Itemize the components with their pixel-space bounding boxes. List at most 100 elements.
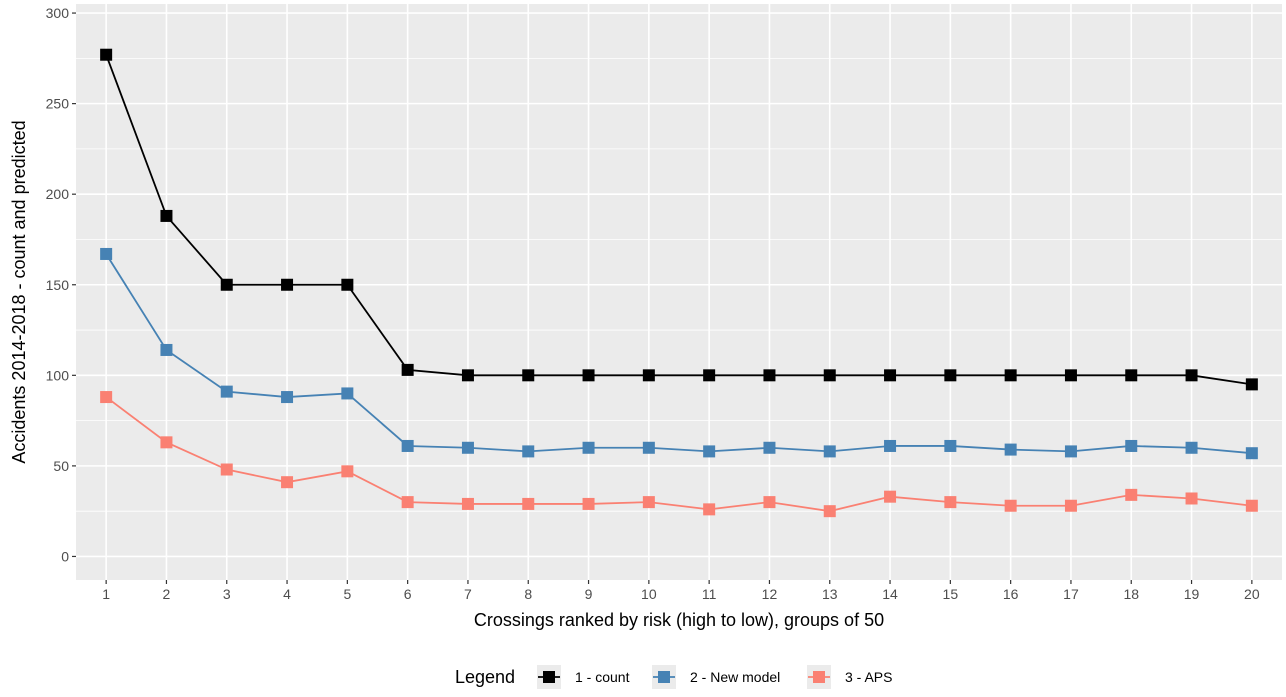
data-point-marker [763,496,776,509]
data-point-marker [281,278,294,291]
x-tick-label: 17 [1063,586,1079,602]
x-tick-label: 19 [1184,586,1200,602]
data-point-marker [642,441,655,454]
legend-key-marker [813,671,825,683]
legend-label: 3 - APS [845,669,892,685]
data-point-marker [944,369,957,382]
data-point-marker [823,369,836,382]
series-line [105,396,1252,513]
data-point-marker [763,369,776,382]
series-line [105,54,1252,386]
grid-minor [76,57,1282,512]
data-point-marker [1125,369,1138,382]
data-point-marker [944,439,957,452]
x-tick-label: 7 [464,586,472,602]
data-point-marker [642,369,655,382]
data-point-marker [1185,492,1198,505]
data-point-marker [884,369,897,382]
data-point-marker [100,391,113,404]
data-point-marker [1004,443,1017,456]
data-point-marker [160,209,173,222]
x-tick-label: 10 [641,586,657,602]
data-point-marker [703,445,716,458]
data-point-marker [401,439,414,452]
x-tick-label: 2 [163,586,171,602]
x-tick-label: 8 [524,586,532,602]
y-tick-label: 0 [61,548,69,564]
data-point-marker [160,436,173,449]
x-tick-label: 9 [585,586,593,602]
data-point-marker [1245,447,1258,460]
data-point-marker [401,496,414,509]
x-tick-label: 20 [1244,586,1260,602]
data-point-marker [763,441,776,454]
x-tick-label: 14 [882,586,898,602]
data-point-marker [220,463,233,476]
legend-key-marker [658,671,670,683]
y-tick-label: 300 [46,5,70,21]
data-point-marker [703,503,716,516]
data-point-marker [461,369,474,382]
data-point-marker [522,497,535,510]
data-point-marker [823,445,836,458]
plot-panel [76,4,1282,580]
legend-items: 1 - count 2 - New model 3 - APS [537,665,892,689]
x-axis-title: Crossings ranked by risk (high to low), … [474,610,884,630]
x-tick-label: 15 [943,586,959,602]
data-point-marker [220,385,233,398]
data-point-marker [1064,499,1077,512]
legend-label: 2 - New model [690,669,780,685]
data-point-marker [281,476,294,489]
data-point-marker [582,497,595,510]
legend: Legend 1 - count 2 - New model 3 - APS [455,665,892,689]
data-point-marker [1245,499,1258,512]
x-tick-label: 11 [702,586,717,602]
y-axis: 0 50 100 150 200 250 300 [46,5,76,564]
y-tick-label: 200 [46,186,70,202]
data-point-marker [341,387,354,400]
data-point-marker [642,496,655,509]
data-point-marker [582,369,595,382]
y-tick-label: 50 [53,458,69,474]
data-point-marker [401,363,414,376]
data-point-marker [1064,369,1077,382]
grid-major [76,4,1282,580]
data-point-marker [341,465,354,478]
y-tick-label: 100 [46,367,70,383]
data-point-marker [1004,369,1017,382]
legend-key-marker [543,671,555,683]
data-point-marker [703,369,716,382]
data-point-marker [461,441,474,454]
legend-label: 1 - count [575,669,630,685]
data-point-marker [1004,499,1017,512]
data-point-marker [884,490,897,503]
x-tick-label: 4 [283,586,291,602]
legend-title: Legend [455,667,515,687]
data-point-marker [100,48,113,61]
data-point-marker [341,278,354,291]
data-point-marker [1125,488,1138,501]
data-point-marker [220,278,233,291]
x-tick-label: 5 [343,586,351,602]
y-tick-label: 250 [46,96,70,112]
series-line [105,253,1252,455]
data-point-marker [1064,445,1077,458]
y-tick-label: 150 [46,277,70,293]
x-tick-label: 1 [102,586,110,602]
data-point-marker [1125,439,1138,452]
data-point-marker [823,505,836,518]
x-tick-label: 6 [404,586,412,602]
data-point-marker [281,391,294,404]
data-point-marker [160,343,173,356]
data-point-marker [944,496,957,509]
data-point-marker [461,497,474,510]
x-tick-label: 18 [1123,586,1139,602]
data-point-marker [1185,441,1198,454]
data-point-marker [100,247,113,260]
data-point-marker [1185,369,1198,382]
x-tick-label: 16 [1003,586,1019,602]
data-point-marker [582,441,595,454]
x-tick-label: 12 [762,586,778,602]
